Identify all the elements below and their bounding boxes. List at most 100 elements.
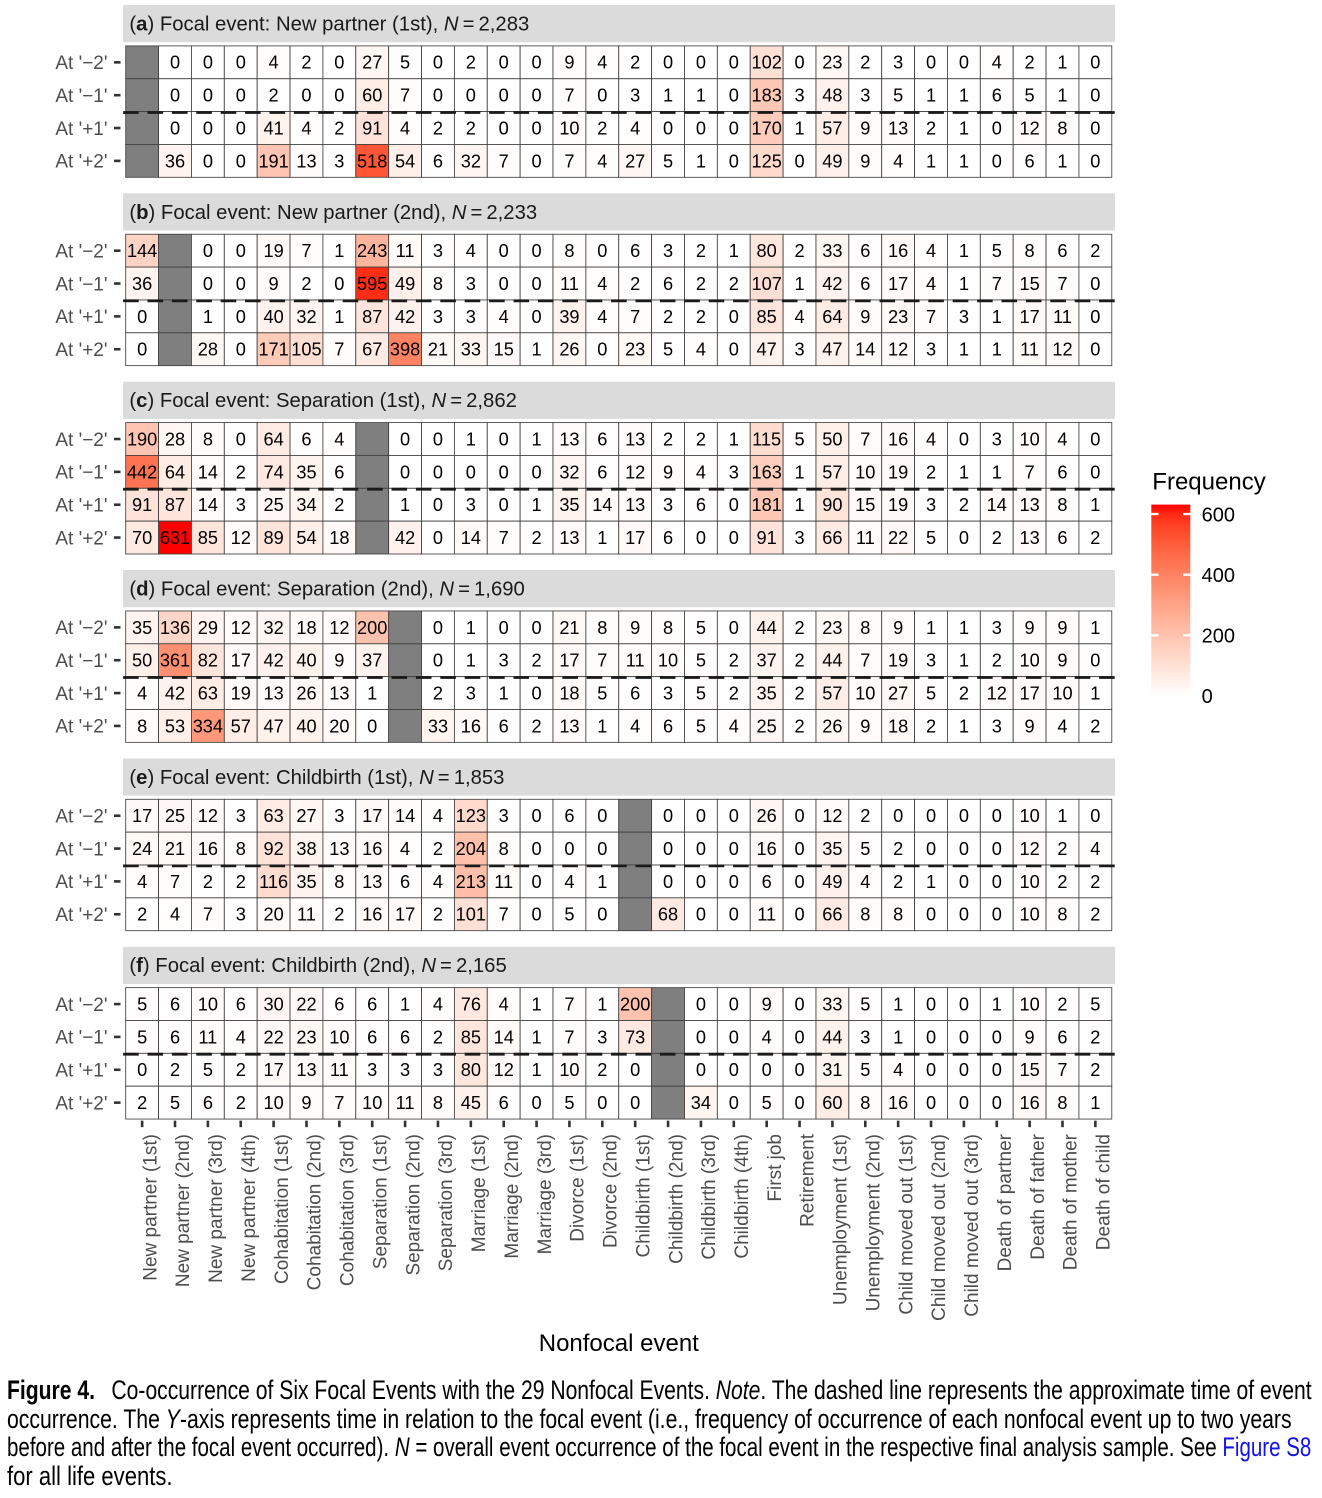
svg-text:5: 5 [860,839,870,859]
svg-text:26: 26 [296,683,316,703]
svg-text:6: 6 [860,241,870,261]
svg-text:0: 0 [1202,686,1213,708]
svg-text:0: 0 [794,806,804,826]
svg-text:11: 11 [626,651,645,671]
svg-text:442: 442 [127,462,157,482]
svg-text:9: 9 [860,307,870,327]
svg-text:1: 1 [959,462,969,482]
svg-text:36: 36 [165,151,185,171]
svg-text:0: 0 [170,53,180,73]
svg-text:1: 1 [926,86,936,106]
svg-text:0: 0 [959,1093,969,1113]
svg-text:19: 19 [888,462,908,482]
svg-text:23: 23 [296,1027,316,1047]
svg-text:2: 2 [433,683,443,703]
svg-text:At '+2': At '+2' [55,528,107,549]
svg-text:0: 0 [794,1093,804,1113]
svg-text:70: 70 [132,528,152,548]
svg-text:85: 85 [198,528,218,548]
svg-text:7: 7 [1057,1060,1067,1080]
svg-text:6: 6 [1057,241,1067,261]
svg-text:0: 0 [499,53,509,73]
svg-text:0: 0 [729,618,739,638]
svg-text:2: 2 [301,274,311,294]
svg-text:2: 2 [597,118,607,138]
svg-text:0: 0 [532,274,542,294]
svg-text:6: 6 [367,994,377,1014]
svg-text:4: 4 [597,53,607,73]
svg-text:191: 191 [258,151,288,171]
svg-text:3: 3 [794,340,804,360]
svg-text:8: 8 [597,618,607,638]
svg-text:0: 0 [236,118,246,138]
svg-text:107: 107 [751,274,781,294]
svg-text:0: 0 [729,151,739,171]
svg-text:73: 73 [625,1027,645,1047]
svg-text:0: 0 [532,241,542,261]
svg-text:35: 35 [296,462,316,482]
svg-text:2: 2 [433,118,443,138]
svg-text:0: 0 [926,994,936,1014]
svg-text:0: 0 [236,429,246,449]
svg-text:5: 5 [696,618,706,638]
svg-text:0: 0 [1090,651,1100,671]
svg-text:9: 9 [893,618,903,638]
svg-text:2: 2 [860,53,870,73]
svg-text:11: 11 [494,872,513,892]
svg-text:0: 0 [203,118,213,138]
svg-text:0: 0 [926,53,936,73]
svg-text:5: 5 [794,429,804,449]
svg-text:At '+2': At '+2' [55,1093,107,1114]
svg-text:44: 44 [822,651,842,671]
svg-text:136: 136 [160,618,190,638]
svg-text:0: 0 [729,53,739,73]
svg-text:4: 4 [597,307,607,327]
svg-text:12: 12 [231,528,251,548]
svg-text:1: 1 [959,618,969,638]
svg-text:0: 0 [729,118,739,138]
svg-text:0: 0 [499,429,509,449]
svg-text:13: 13 [625,429,645,449]
svg-text:6: 6 [663,528,673,548]
svg-text:26: 26 [822,716,842,736]
svg-text:2: 2 [1090,1027,1100,1047]
svg-text:13: 13 [329,683,349,703]
svg-text:35: 35 [132,618,152,638]
svg-text:2: 2 [696,307,706,327]
svg-text:0: 0 [137,340,147,360]
svg-text:9: 9 [1025,618,1035,638]
svg-text:4: 4 [597,274,607,294]
svg-text:6: 6 [597,429,607,449]
svg-text:0: 0 [663,53,673,73]
svg-text:4: 4 [236,1027,246,1047]
svg-text:3: 3 [663,495,673,515]
svg-text:89: 89 [264,528,284,548]
svg-text:1: 1 [532,340,542,360]
svg-text:170: 170 [751,118,781,138]
svg-text:76: 76 [461,994,481,1014]
svg-text:60: 60 [822,1093,842,1113]
svg-text:6: 6 [663,716,673,736]
svg-text:11: 11 [330,1060,349,1080]
svg-text:5: 5 [696,716,706,736]
svg-text:1: 1 [992,307,1002,327]
svg-text:2: 2 [630,274,640,294]
svg-text:15: 15 [1020,1060,1040,1080]
svg-text:12: 12 [198,806,218,826]
svg-text:2: 2 [959,495,969,515]
svg-text:(c) Focal event: Separation (1: (c) Focal event: Separation (1st), N = 2… [129,390,517,412]
svg-text:2: 2 [236,1060,246,1080]
svg-text:190: 190 [127,429,157,449]
svg-text:1: 1 [729,241,739,261]
svg-text:0: 0 [564,839,574,859]
svg-text:6: 6 [400,1027,410,1047]
svg-text:2: 2 [992,651,1002,671]
svg-text:5: 5 [564,905,574,925]
svg-text:7: 7 [860,429,870,449]
svg-text:0: 0 [499,86,509,106]
svg-text:14: 14 [461,528,481,548]
svg-text:3: 3 [433,1060,443,1080]
svg-text:0: 0 [959,429,969,449]
svg-text:518: 518 [357,151,387,171]
svg-text:0: 0 [532,618,542,638]
